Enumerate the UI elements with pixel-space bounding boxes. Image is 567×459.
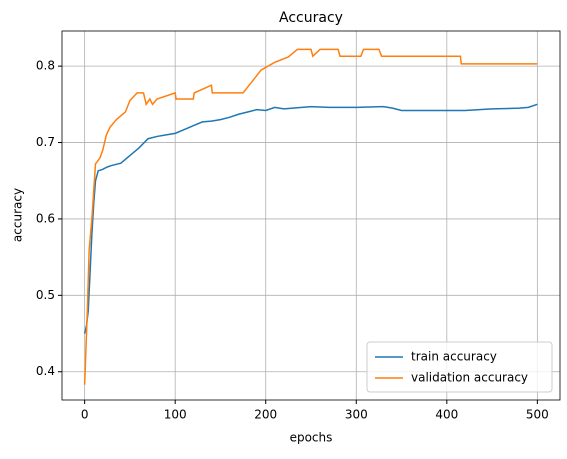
y-axis-label: accuracy: [11, 188, 25, 242]
legend-label: validation accuracy: [411, 371, 528, 385]
series-line: [83, 48, 538, 385]
y-tick-label: 0.4: [36, 364, 55, 378]
y-tick-label: 0.6: [36, 211, 55, 225]
x-tick-label: 200: [254, 408, 277, 422]
x-tick-label: 400: [435, 408, 458, 422]
x-tick-label: 500: [526, 408, 549, 422]
x-tick-label: 100: [164, 408, 187, 422]
y-tick-label: 0.7: [36, 135, 55, 149]
x-tick-label: 300: [345, 408, 368, 422]
series-line: [83, 103, 538, 334]
chart-title: Accuracy: [279, 10, 343, 26]
legend-box: [366, 341, 553, 393]
y-tick-label: 0.8: [36, 59, 55, 73]
x-tick-label: 0: [81, 408, 89, 422]
x-axis-label: epochs: [290, 431, 333, 445]
y-tick-label: 0.5: [36, 288, 55, 302]
axes-frame: [61, 30, 561, 401]
legend-label: train accuracy: [411, 350, 497, 364]
